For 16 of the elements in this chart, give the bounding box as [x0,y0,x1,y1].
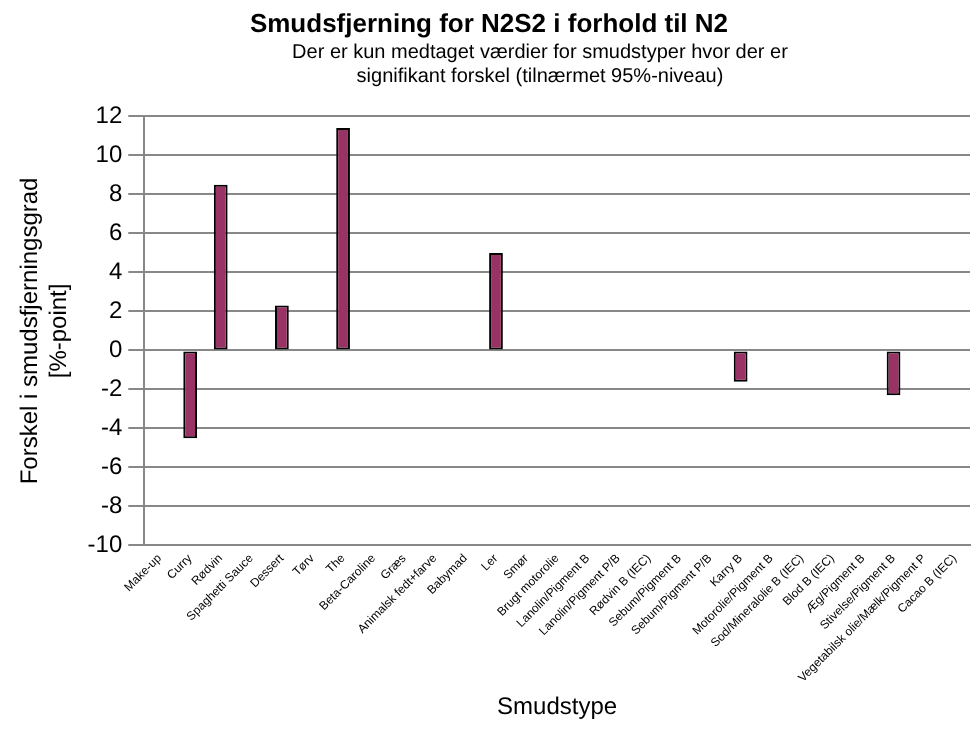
chart-subtitle: Der er kun medtaget værdier for smudstyper hvor der er signifikant forskel (tilnærmet 95%-niveau) [290,42,790,90]
y-tick-label: 12 [95,101,123,130]
y-tick-label: -4 [100,413,123,442]
y-tick-label: -8 [100,491,123,520]
y-tick-label: 0 [108,335,123,364]
y-axis-title: Forskel i smudsfjerningsgrad [%-point] [15,177,72,485]
y-tick-label: -2 [100,374,123,403]
chart-title: Smudsfjerning for N2S2 i forhold til N2 [247,8,731,38]
y-tick-label: 8 [108,179,123,208]
x-axis-title: Smudstype [497,692,618,721]
y-tick-label: 6 [108,218,123,247]
y-tick-label: -6 [100,452,123,481]
y-tick-label: 10 [95,140,123,169]
y-tick-label: 4 [108,257,123,286]
y-tick-label: -10 [87,530,123,559]
y-tick-label: 2 [108,296,123,325]
